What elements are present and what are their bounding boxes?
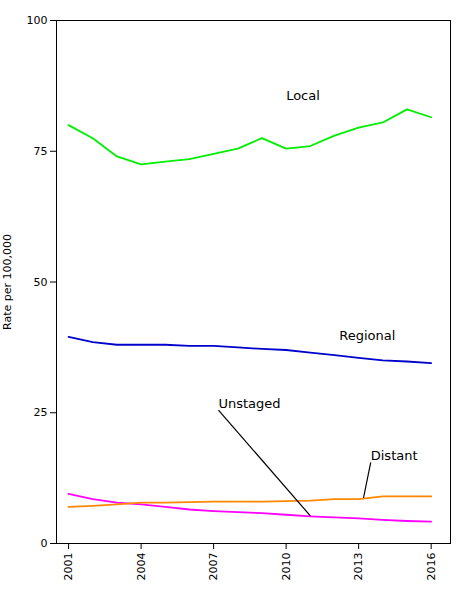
svg-text:Distant: Distant: [371, 448, 418, 463]
svg-text:2010: 2010: [280, 553, 293, 581]
svg-text:Unstaged: Unstaged: [218, 396, 280, 411]
svg-text:0: 0: [41, 537, 48, 550]
svg-text:2004: 2004: [135, 553, 148, 581]
svg-text:2001: 2001: [62, 553, 75, 581]
svg-text:Rate per 100,000: Rate per 100,000: [1, 234, 14, 330]
svg-text:75: 75: [34, 145, 48, 158]
svg-text:2013: 2013: [352, 553, 365, 581]
svg-text:50: 50: [34, 276, 48, 289]
svg-text:Local: Local: [286, 88, 320, 103]
svg-text:2016: 2016: [425, 553, 438, 581]
svg-text:25: 25: [34, 406, 48, 419]
svg-text:Regional: Regional: [339, 328, 395, 343]
svg-text:100: 100: [27, 14, 48, 27]
svg-text:2007: 2007: [207, 553, 220, 581]
